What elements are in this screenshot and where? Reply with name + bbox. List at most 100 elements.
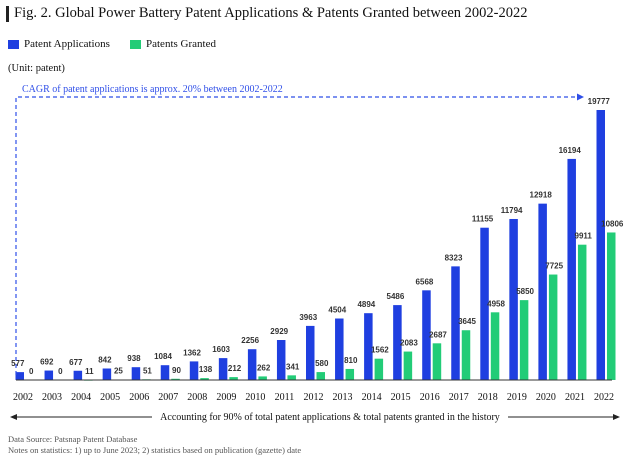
- bar-applications-2022: [596, 110, 605, 380]
- legend-swatch-applications: [8, 39, 19, 49]
- bottom-note-background: [152, 410, 508, 423]
- cagr-arrowhead: [577, 93, 584, 101]
- legend-label-granted: Patents Granted: [146, 38, 216, 50]
- cagr-label-background: [20, 82, 288, 94]
- data-label-granted-2016: 2687: [429, 330, 447, 339]
- bar-applications-2005: [102, 368, 112, 380]
- data-label-granted-2015: 2083: [400, 339, 418, 348]
- bar-applications-2014: [364, 313, 373, 380]
- bottom-note: Accounting for 90% of total patent appli…: [160, 412, 500, 423]
- data-label-applications-2017: 8323: [445, 253, 463, 262]
- data-label-applications-2012: 3963: [299, 313, 317, 322]
- bar-applications-2021: [567, 158, 576, 380]
- x-tick-label-2002: 2002: [13, 392, 33, 403]
- bar-granted-2009: [229, 377, 238, 380]
- x-tick-label-2009: 2009: [216, 392, 236, 403]
- data-label-applications-2020: 12918: [530, 191, 553, 200]
- bar-granted-2022: [607, 232, 616, 380]
- data-label-granted-2022: 10806: [601, 219, 624, 228]
- footnote-notes: Notes on statistics: 1) up to June 2023;…: [8, 445, 302, 455]
- bars-group: [15, 110, 616, 381]
- data-label-applications-2015: 5486: [387, 292, 405, 301]
- data-label-granted-2010: 262: [257, 363, 271, 372]
- bar-granted-2017: [461, 330, 471, 380]
- data-label-granted-2009: 212: [228, 364, 242, 373]
- cagr-dashed-line: [15, 96, 578, 375]
- data-label-applications-2005: 842: [98, 356, 112, 365]
- data-label-granted-2007: 90: [172, 366, 181, 375]
- bar-applications-2004: [73, 370, 83, 380]
- bar-granted-2010: [258, 376, 267, 380]
- bar-applications-2006: [131, 367, 141, 380]
- bar-applications-2018: [480, 227, 489, 380]
- bar-granted-2013: [345, 368, 355, 380]
- x-tick-label-2016: 2016: [420, 392, 440, 403]
- x-tick-label-2004: 2004: [71, 392, 91, 403]
- data-label-granted-2003: 0: [58, 367, 63, 376]
- x-tick-label-2005: 2005: [100, 392, 120, 403]
- bar-applications-2008: [189, 361, 199, 380]
- data-label-granted-2008: 138: [199, 365, 213, 374]
- legend-label-applications: Patent Applications: [24, 38, 110, 50]
- legend-item-granted: Patents Granted: [130, 38, 216, 50]
- legend-item-applications: Patent Applications: [8, 38, 110, 50]
- bar-applications-2013: [335, 318, 344, 380]
- bar-granted-2012: [316, 372, 325, 380]
- data-label-granted-2017: 3645: [458, 317, 476, 326]
- bar-granted-2021: [577, 244, 587, 380]
- footnote-source: Data Source: Patsnap Patent Database: [8, 434, 138, 444]
- data-label-applications-2003: 692: [40, 358, 54, 367]
- data-label-applications-2016: 6568: [416, 277, 434, 286]
- x-tick-label-2007: 2007: [158, 392, 178, 403]
- bar-applications-2020: [538, 203, 547, 380]
- x-tick-label-2021: 2021: [565, 392, 585, 403]
- data-label-granted-2018: 4958: [487, 299, 505, 308]
- bar-applications-2016: [422, 290, 431, 380]
- bar-granted-2015: [403, 351, 413, 380]
- data-label-applications-2014: 4894: [357, 300, 375, 309]
- x-tick-label-2013: 2013: [333, 392, 353, 403]
- bar-granted-2019: [519, 300, 529, 380]
- unit-label: (Unit: patent): [8, 63, 65, 74]
- bar-granted-2020: [548, 274, 558, 380]
- data-label-granted-2014: 1562: [371, 346, 389, 355]
- x-tick-label-2006: 2006: [129, 392, 149, 403]
- bar-applications-2007: [160, 365, 170, 380]
- data-label-applications-2004: 677: [69, 358, 83, 367]
- data-label-granted-2002: 0: [29, 367, 34, 376]
- data-label-applications-2022: 19777: [588, 97, 611, 106]
- bar-granted-2014: [374, 358, 384, 380]
- bar-applications-2009: [218, 358, 228, 380]
- data-label-applications-2018: 11155: [472, 215, 494, 224]
- x-tick-label-2017: 2017: [449, 392, 469, 403]
- bar-applications-2017: [451, 266, 460, 380]
- data-label-granted-2004: 11: [85, 367, 94, 376]
- x-tick-label-2012: 2012: [304, 392, 324, 403]
- data-label-granted-2013: 810: [344, 356, 358, 365]
- data-label-applications-2009: 1603: [212, 345, 230, 354]
- data-label-applications-2013: 4504: [328, 306, 346, 315]
- x-tick-label-2011: 2011: [275, 392, 295, 403]
- x-tick-label-2010: 2010: [245, 392, 265, 403]
- data-label-granted-2019: 5850: [516, 287, 534, 296]
- bar-applications-2012: [306, 325, 315, 380]
- bar-granted-2016: [432, 343, 442, 380]
- x-tick-label-2018: 2018: [478, 392, 498, 403]
- x-tick-label-2020: 2020: [536, 392, 556, 403]
- data-label-applications-2019: 11794: [501, 206, 523, 215]
- bar-applications-2002: [15, 372, 24, 380]
- bar-granted-2018: [490, 312, 500, 380]
- x-tick-label-2022: 2022: [594, 392, 614, 403]
- data-label-granted-2021: 9911: [575, 232, 593, 241]
- bar-granted-2008: [200, 378, 209, 380]
- data-label-applications-2006: 938: [127, 354, 141, 363]
- bar-applications-2003: [44, 370, 54, 380]
- cagr-note: CAGR of patent applications is approx. 2…: [22, 84, 283, 95]
- chart-title: Fig. 2. Global Power Battery Patent Appl…: [14, 5, 528, 21]
- bar-applications-2019: [509, 218, 518, 380]
- title-accent-bar: [6, 6, 9, 22]
- data-label-granted-2005: 25: [114, 367, 123, 376]
- bar-applications-2010: [247, 349, 257, 380]
